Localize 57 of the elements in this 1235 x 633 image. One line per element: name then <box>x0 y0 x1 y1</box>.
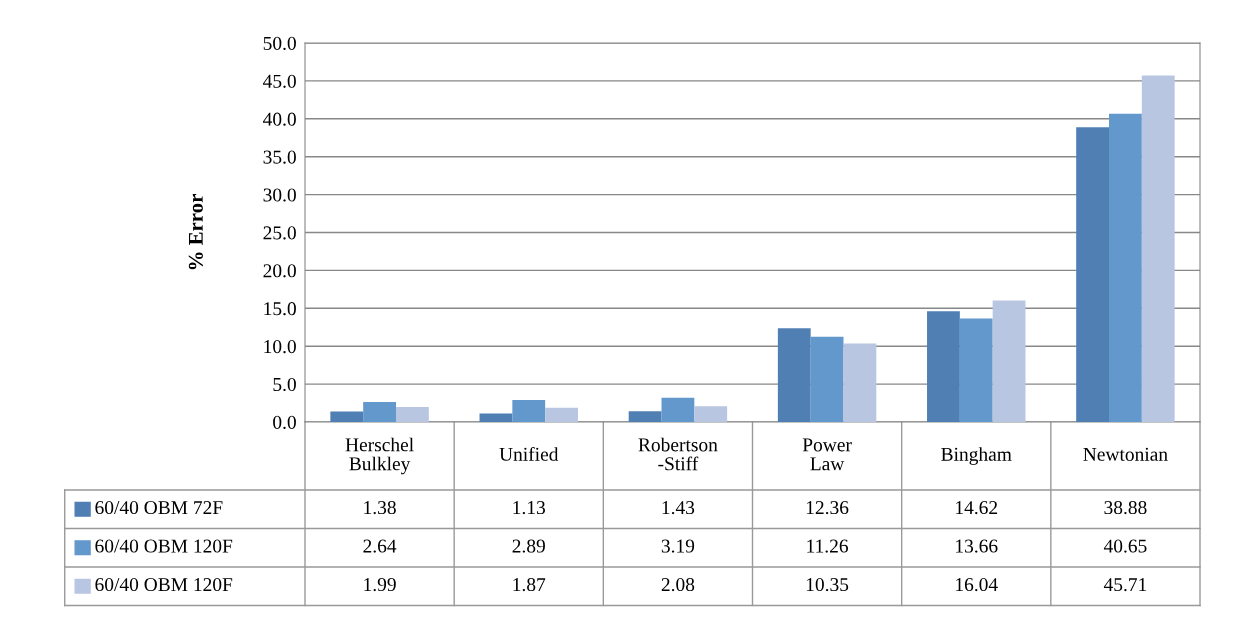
bar <box>694 406 728 422</box>
bar <box>992 300 1026 422</box>
y-tick-label: 20.0 <box>263 264 296 278</box>
bar <box>545 407 578 422</box>
data-label: 13.66 <box>956 539 998 553</box>
data-label: 1.99 <box>364 578 396 592</box>
bar <box>1109 113 1142 422</box>
x-tick-label: Power Law <box>802 438 852 471</box>
bar <box>1141 75 1175 422</box>
data-label: 1.43 <box>662 501 695 515</box>
y-tick-label: 25.0 <box>263 226 296 240</box>
bar <box>1076 127 1110 422</box>
data-label: 45.71 <box>1103 578 1147 592</box>
bar <box>395 406 429 422</box>
data-label: 16.04 <box>956 578 998 592</box>
bar <box>363 401 396 422</box>
y-tick-label: 35.0 <box>263 150 296 164</box>
legend-label: 60/40 OBM 120F <box>95 578 233 592</box>
y-tick-label: 50.0 <box>263 36 296 51</box>
x-tick-label: Bingham <box>941 447 1012 465</box>
bar <box>959 318 993 422</box>
data-label: 14.62 <box>956 501 998 515</box>
y-tick-label: 40.0 <box>263 112 296 126</box>
data-label: 38.88 <box>1104 501 1147 515</box>
bar <box>512 400 546 422</box>
y-tick-label: 10.0 <box>264 340 296 354</box>
data-label: 1.87 <box>513 578 546 592</box>
x-tick-label: Newtonian <box>1083 447 1168 461</box>
data-label: 10.35 <box>806 578 849 592</box>
legend-label: 60/40 OBM 120F <box>95 539 233 553</box>
data-label: 2.64 <box>363 539 397 553</box>
x-tick-label: Herschel Bulkley <box>345 437 414 475</box>
bar <box>330 411 364 422</box>
data-label: 40.65 <box>1103 539 1147 553</box>
y-tick-label: 0.0 <box>273 415 296 430</box>
data-label: 1.13 <box>513 501 545 515</box>
data-label: 2.89 <box>512 539 545 553</box>
y-tick-label: 15.0 <box>264 302 296 316</box>
y-tick-label: 5.0 <box>273 377 296 392</box>
bar <box>628 411 662 422</box>
bar <box>777 328 811 422</box>
bar <box>479 413 513 422</box>
y-axis-title: % Error <box>188 194 203 270</box>
bar <box>661 397 695 422</box>
bar <box>843 343 877 422</box>
data-label: 1.38 <box>364 501 396 515</box>
bar <box>927 311 960 422</box>
y-tick-label: 30.0 <box>263 188 296 202</box>
data-label: 12.36 <box>806 501 849 515</box>
data-label: 3.19 <box>661 539 695 553</box>
x-tick-label: Robertson -Stiff <box>638 437 718 471</box>
bar <box>810 336 844 422</box>
y-tick-label: 45.0 <box>263 74 296 88</box>
data-label: 11.26 <box>807 539 849 553</box>
data-label: 2.08 <box>661 578 695 592</box>
legend-label: 60/40 OBM 72F <box>95 501 223 515</box>
x-tick-label: Unified <box>499 446 559 461</box>
